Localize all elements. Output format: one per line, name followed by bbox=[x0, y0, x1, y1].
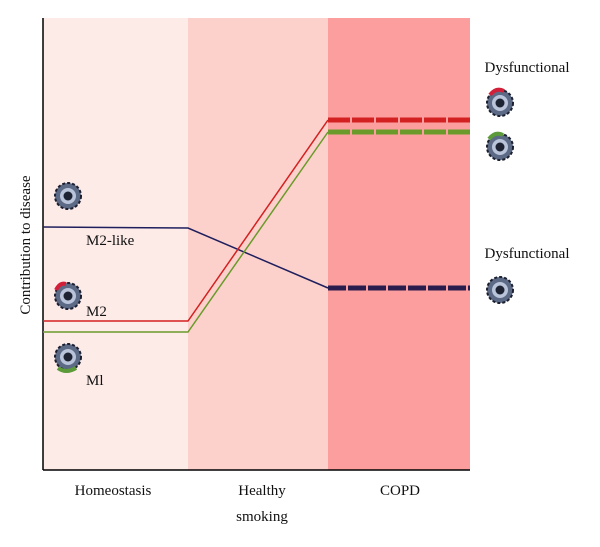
stage-label: Homeostasis bbox=[75, 483, 152, 499]
m2like-line bbox=[42, 226, 329, 289]
cell-m2like bbox=[54, 182, 82, 210]
outcome-label: Dysfunctional bbox=[485, 60, 570, 76]
stage-label: Healthy bbox=[238, 483, 286, 499]
cell-label: Ml bbox=[86, 373, 104, 389]
band-homeostasis bbox=[43, 18, 188, 470]
y-axis-label: Contribution to disease bbox=[18, 175, 34, 314]
cell-label: M2 bbox=[86, 304, 107, 320]
m2-line bbox=[43, 119, 329, 322]
stage-label: smoking bbox=[236, 509, 288, 525]
cell-dys-m2 bbox=[486, 87, 514, 117]
outcome-label: Dysfunctional bbox=[485, 246, 570, 262]
stage-label: COPD bbox=[380, 483, 420, 499]
m1-line bbox=[43, 131, 329, 333]
band-copd bbox=[328, 18, 470, 470]
cell-m1 bbox=[54, 343, 82, 373]
cell-label: M2-like bbox=[86, 233, 135, 249]
cell-m2 bbox=[54, 281, 82, 310]
band-smoking bbox=[188, 18, 328, 470]
cell-dys-m1 bbox=[486, 131, 514, 161]
cell-dys-m2like bbox=[486, 276, 514, 304]
